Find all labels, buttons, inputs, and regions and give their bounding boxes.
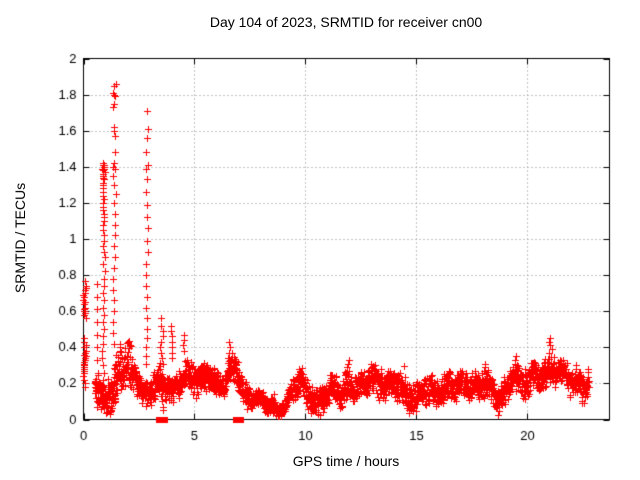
y-axis-label: SRMTID / TECUs xyxy=(12,182,28,294)
x-axis-label: GPS time / hours xyxy=(292,453,400,469)
chart-title: Day 104 of 2023, SRMTID for receiver cn0… xyxy=(209,14,483,30)
